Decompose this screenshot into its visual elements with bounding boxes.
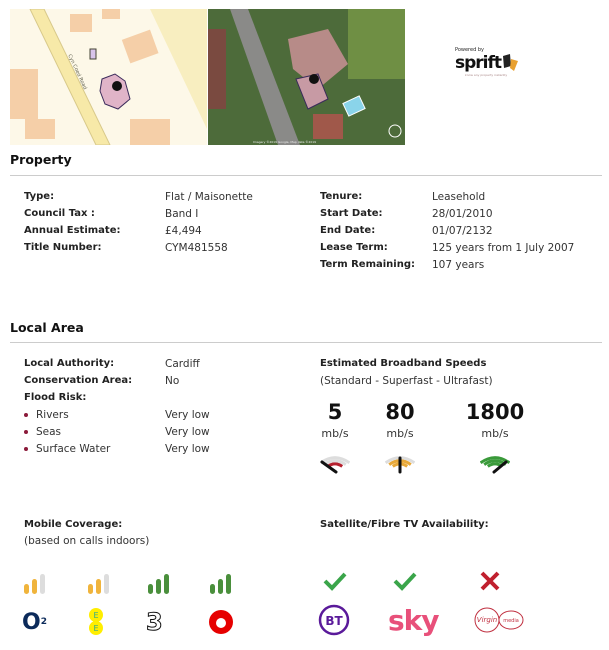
property-label: Type: (24, 191, 55, 202)
svg-text:E: E (93, 624, 98, 633)
speed-value: 80 (385, 400, 415, 424)
signal-bars-icon (88, 574, 109, 594)
svg-text:Virgin: Virgin (477, 616, 497, 624)
local-label: Conservation Area: (24, 375, 133, 386)
property-label: Lease Term: (320, 242, 388, 253)
flood-type: Seas (36, 426, 62, 438)
divider (10, 175, 602, 176)
street-map[interactable]: Cyn Coed Road (10, 9, 207, 145)
property-value: 28/01/2010 (432, 208, 493, 220)
property-label: Tenure: (320, 191, 363, 202)
property-label: Annual Estimate: (24, 225, 121, 236)
property-value: Leasehold (432, 191, 486, 203)
operator-logo-3: 3 (146, 608, 164, 637)
mobile-title: Mobile Coverage: (24, 519, 123, 530)
flood-risk-value: Very low (165, 409, 210, 421)
speed-gauge-icon (385, 456, 415, 474)
speed-unit: mb/s (386, 427, 414, 440)
flood-risk-item: Seas (24, 426, 61, 438)
tagline: know any property instantly (465, 73, 508, 77)
tv-provider-logo: sky (388, 603, 440, 637)
local-value: No (165, 375, 180, 387)
speed-gauge-icon (480, 456, 510, 474)
signal-bars-icon (148, 574, 169, 594)
svg-text:E: E (93, 611, 98, 620)
speed-unit: mb/s (481, 427, 509, 440)
signal-bars-icon (210, 574, 231, 594)
property-value: Flat / Maisonette (165, 191, 253, 203)
property-value: £4,494 (165, 225, 202, 237)
broadband-title: Estimated Broadband Speeds (320, 358, 487, 369)
property-value: CYM481558 (165, 242, 228, 254)
mobile-subtitle: (based on calls indoors) (24, 535, 150, 547)
sprift-logo: Powered by sprift know any property inst… (455, 47, 545, 77)
speed-value: 5 (327, 400, 343, 424)
broadband-subtitle: (Standard - Superfast - Ultrafast) (320, 375, 493, 387)
signal-bars-icon (24, 574, 45, 594)
speed-value: 1800 (465, 400, 525, 424)
flood-type: Surface Water (36, 443, 111, 455)
tv-provider-logo: Virgin media (473, 603, 525, 637)
operator-logo-vodafone (208, 606, 234, 638)
flood-risk-item: Surface Water (24, 443, 110, 455)
flood-risk-item: Rivers (24, 409, 69, 421)
speed-gauge-icon (320, 456, 350, 474)
property-label: Title Number: (24, 242, 102, 253)
bullet-icon (24, 413, 28, 417)
property-label: Council Tax : (24, 208, 95, 219)
local-value: Cardiff (165, 358, 200, 370)
flood-risk-value: Very low (165, 443, 210, 455)
property-label: Term Remaining: (320, 259, 416, 270)
property-value: 01/07/2132 (432, 225, 493, 237)
svg-text:media: media (503, 618, 519, 624)
local-label: Flood Risk: (24, 392, 87, 403)
property-value: Band I (165, 208, 199, 220)
bullet-icon (24, 447, 28, 451)
tv-provider-logo: BT (318, 603, 350, 637)
local-area-heading: Local Area (10, 320, 84, 335)
bullet-icon (24, 430, 28, 434)
tv-title: Satellite/Fibre TV Availability: (320, 519, 489, 530)
property-label: Start Date: (320, 208, 383, 219)
satellite-map[interactable]: Imagery ©2019 Google, Map data ©2019 (208, 9, 405, 145)
speed-unit: mb/s (321, 427, 349, 440)
map-attribution: Imagery ©2019 Google, Map data ©2019 (253, 140, 317, 144)
check-icon (322, 571, 348, 594)
cross-icon (477, 571, 503, 594)
powered-by-text: Powered by (455, 47, 484, 53)
svg-text:BT: BT (325, 614, 343, 628)
property-value: 125 years from 1 July 2007 (432, 242, 575, 254)
flood-risk-value: Very low (165, 426, 210, 438)
check-icon (392, 571, 418, 594)
property-label: End Date: (320, 225, 376, 236)
divider (10, 342, 602, 343)
local-label: Local Authority: (24, 358, 115, 369)
property-value: 107 years (432, 259, 485, 271)
brand-name: sprift (455, 53, 502, 73)
flood-type: Rivers (36, 409, 69, 421)
property-heading: Property (10, 152, 72, 167)
